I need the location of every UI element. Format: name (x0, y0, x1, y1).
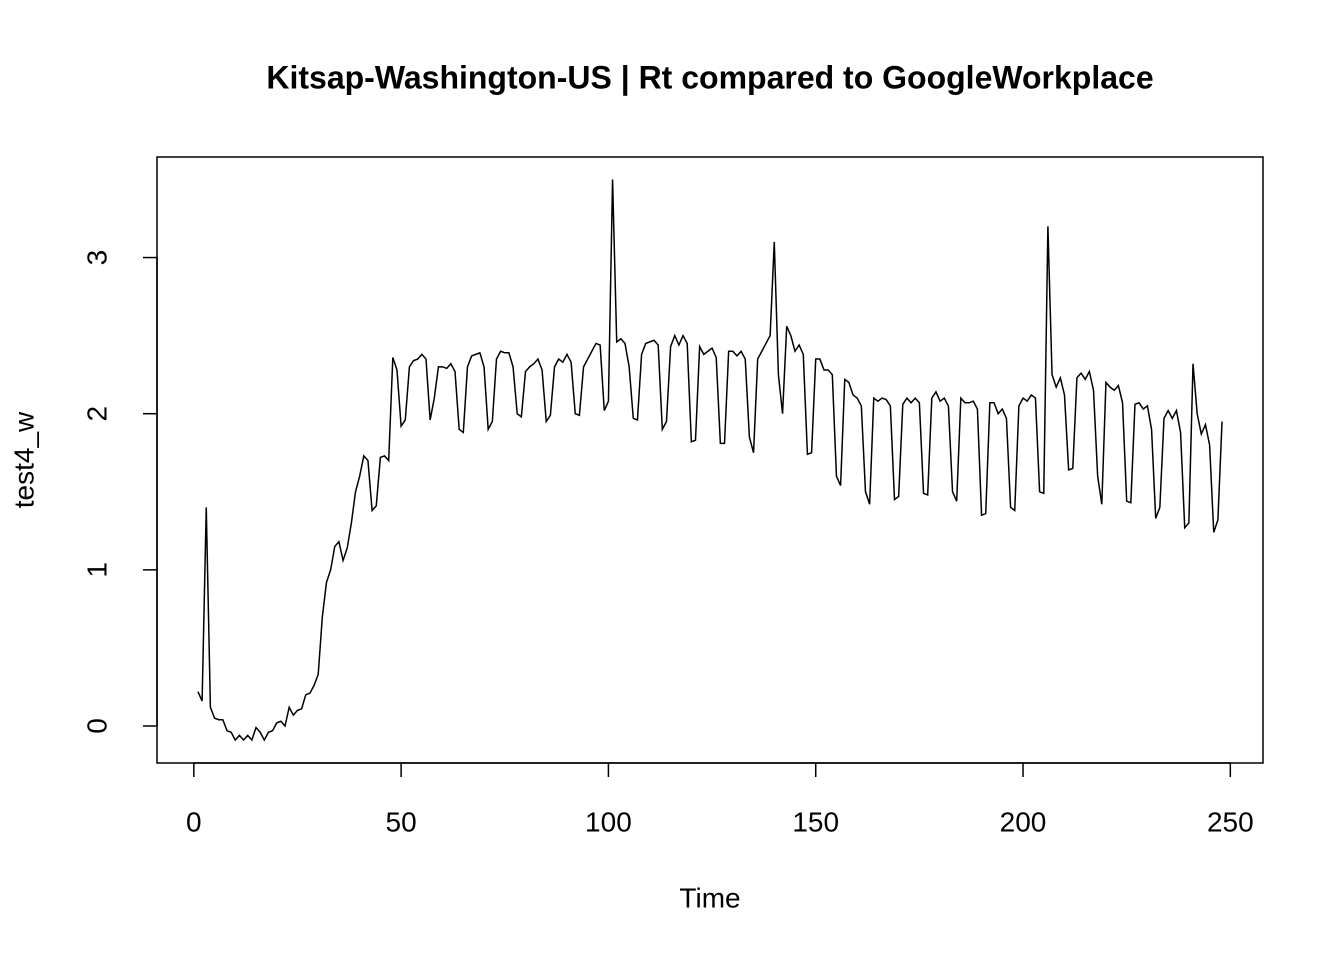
x-axis-label: Time (679, 882, 740, 913)
chart-title: Kitsap-Washington-US | Rt compared to Go… (266, 59, 1153, 95)
x-tick-label: 200 (1000, 806, 1047, 837)
series-line (197, 179, 1223, 742)
x-tick-label: 50 (386, 806, 417, 837)
y-tick-label: 3 (81, 250, 112, 266)
x-tick-label: 0 (186, 806, 202, 837)
x-tick-label: 150 (792, 806, 839, 837)
y-tick-label: 2 (81, 406, 112, 422)
x-tick-label: 250 (1207, 806, 1254, 837)
y-axis-label: test4_w (8, 411, 39, 508)
x-tick-label: 100 (585, 806, 632, 837)
y-tick-label: 0 (81, 718, 112, 734)
y-tick-label: 1 (81, 562, 112, 578)
